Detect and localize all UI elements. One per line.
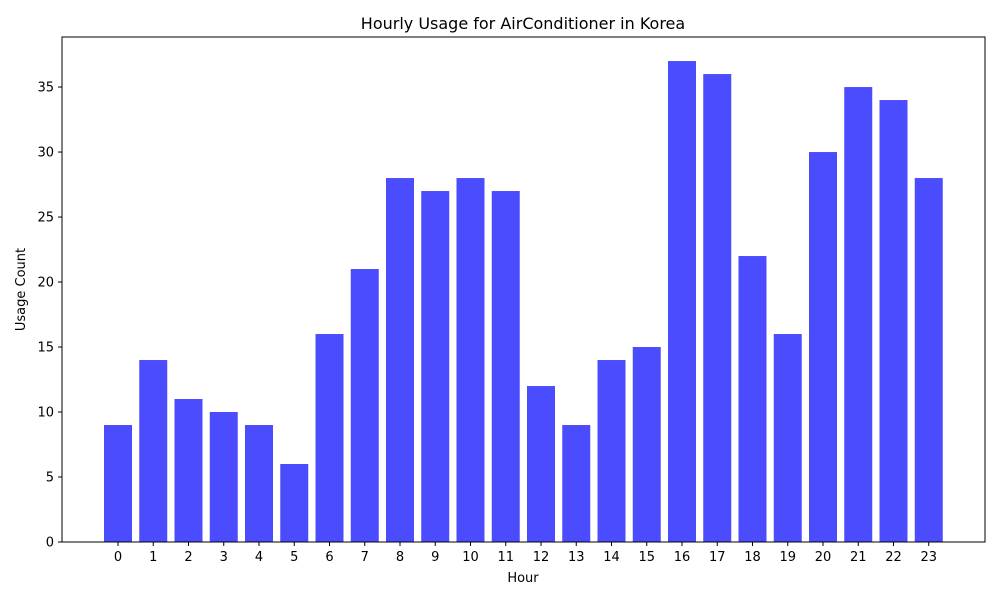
- x-tick-label: 4: [255, 550, 263, 565]
- bar-hour-21: [844, 87, 873, 543]
- x-tick-label: 15: [638, 550, 655, 565]
- x-tick-label: 23: [920, 550, 937, 565]
- x-tick-label: 3: [220, 550, 228, 565]
- bar-hour-1: [139, 360, 168, 542]
- y-axis-label: Usage Count: [14, 248, 29, 331]
- bar-hour-11: [491, 191, 520, 542]
- x-tick-label: 6: [325, 550, 333, 565]
- y-tick-label: 10: [37, 406, 54, 421]
- x-tick-label: 22: [885, 550, 902, 565]
- bar-hour-16: [668, 61, 696, 543]
- bar-hour-19: [773, 334, 802, 542]
- bar-hour-10: [456, 178, 485, 543]
- bars-group: [104, 61, 943, 543]
- x-tick-label: 13: [568, 550, 585, 565]
- bar-hour-0: [104, 425, 132, 542]
- x-tick-label: 20: [815, 550, 832, 565]
- bar-hour-20: [809, 152, 837, 543]
- bar-hour-18: [738, 256, 767, 542]
- y-tick-label: 30: [37, 146, 54, 161]
- y-tick-label: 35: [37, 81, 54, 96]
- bar-hour-2: [174, 399, 203, 542]
- bar-hour-6: [315, 334, 344, 542]
- y-tick-label: 0: [46, 536, 54, 551]
- y-tick-label: 15: [37, 341, 54, 356]
- x-tick-label: 1: [149, 550, 157, 565]
- x-axis-ticks: 0 1 2 3 4 5 6 7 8 9 10 11 12 13 14 15 16 17 18 19 20 21 22 23: [114, 542, 937, 565]
- x-tick-label: 18: [744, 550, 761, 565]
- chart-title: Hourly Usage for AirConditioner in Korea: [361, 14, 685, 33]
- bar-hour-4: [245, 425, 273, 542]
- x-tick-label: 10: [462, 550, 479, 565]
- bar-hour-14: [597, 360, 626, 542]
- bar-hour-15: [632, 347, 661, 542]
- bar-hour-8: [386, 178, 414, 543]
- bar-hour-13: [562, 425, 591, 542]
- bar-hour-23: [914, 178, 943, 543]
- bar-hour-3: [209, 412, 238, 542]
- x-tick-label: 9: [431, 550, 439, 565]
- bar-hour-12: [527, 386, 555, 542]
- x-tick-label: 5: [290, 550, 298, 565]
- x-axis-label: Hour: [507, 571, 539, 586]
- plot-frame: [61, 36, 986, 543]
- x-tick-label: 2: [184, 550, 192, 565]
- x-tick-label: 12: [533, 550, 550, 565]
- x-tick-label: 16: [674, 550, 691, 565]
- x-tick-label: 19: [779, 550, 796, 565]
- y-tick-label: 20: [37, 276, 54, 291]
- y-axis-ticks: 0 5 10 15 20 25 30 35: [37, 81, 62, 551]
- bar-hour-17: [703, 74, 732, 543]
- x-tick-label: 21: [850, 550, 867, 565]
- bar-hour-7: [350, 269, 379, 542]
- x-tick-label: 8: [396, 550, 404, 565]
- x-tick-label: 0: [114, 550, 122, 565]
- x-tick-label: 7: [361, 550, 369, 565]
- y-tick-label: 5: [46, 471, 54, 486]
- bar-hour-22: [879, 100, 908, 542]
- x-tick-label: 17: [709, 550, 726, 565]
- x-tick-label: 11: [497, 550, 514, 565]
- x-tick-label: 14: [603, 550, 620, 565]
- bar-hour-5: [280, 464, 309, 542]
- bar-hour-9: [421, 191, 450, 542]
- y-tick-label: 25: [37, 211, 54, 226]
